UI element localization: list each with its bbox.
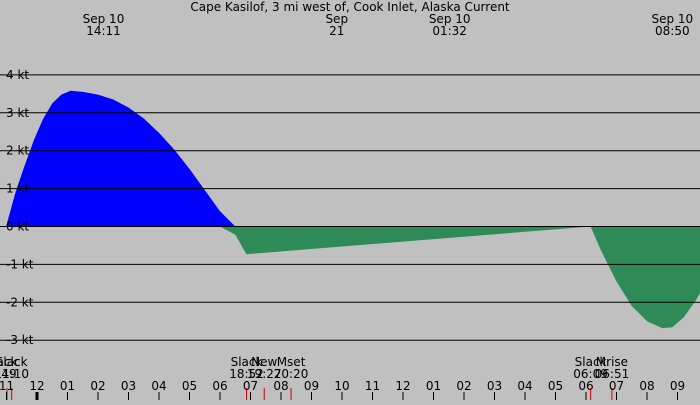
top-label-time: 14:11 <box>86 24 121 38</box>
y-tick-label: 4 kt <box>6 68 29 82</box>
hour-tick-label: 02 <box>456 379 471 393</box>
hour-tick-label: 03 <box>487 379 502 393</box>
y-tick-label: -2 kt <box>6 295 34 309</box>
hour-tick-label: 01 <box>60 379 75 393</box>
y-tick-label: -3 kt <box>6 333 34 347</box>
hour-tick-label: 11 <box>365 379 380 393</box>
hour-tick-label: 08 <box>639 379 654 393</box>
hour-tick-label: 11 <box>0 379 14 393</box>
y-tick-label: 3 kt <box>6 106 29 120</box>
top-label-time: 21 <box>329 24 344 38</box>
hour-tick-label: 06 <box>578 379 593 393</box>
hour-tick-label: 06 <box>212 379 227 393</box>
y-tick-label: 0 kt <box>6 220 29 234</box>
hour-tick-label: 09 <box>304 379 319 393</box>
hour-tick-label: 08 <box>273 379 288 393</box>
top-label-time: 08:50 <box>655 24 690 38</box>
hour-tick-label: 07 <box>609 379 624 393</box>
top-label-time: 01:32 <box>432 24 467 38</box>
hour-tick-label: 02 <box>90 379 105 393</box>
hour-tick-label: 09 <box>670 379 685 393</box>
y-tick-label: 2 kt <box>6 144 29 158</box>
y-tick-label: -1 kt <box>6 257 34 271</box>
hour-tick-label: 07 <box>243 379 258 393</box>
hour-tick-label: 04 <box>517 379 532 393</box>
hour-tick-label: 05 <box>548 379 563 393</box>
hour-tick-label: 03 <box>121 379 136 393</box>
hour-tick-label: 01 <box>426 379 441 393</box>
hour-tick-label: 12 <box>395 379 410 393</box>
hour-tick-label: 05 <box>182 379 197 393</box>
hour-tick-label: 04 <box>151 379 166 393</box>
hour-tick-label: 10 <box>334 379 349 393</box>
y-tick-label: 1 kt <box>6 182 29 196</box>
hour-tick-label: 12 <box>29 379 44 393</box>
